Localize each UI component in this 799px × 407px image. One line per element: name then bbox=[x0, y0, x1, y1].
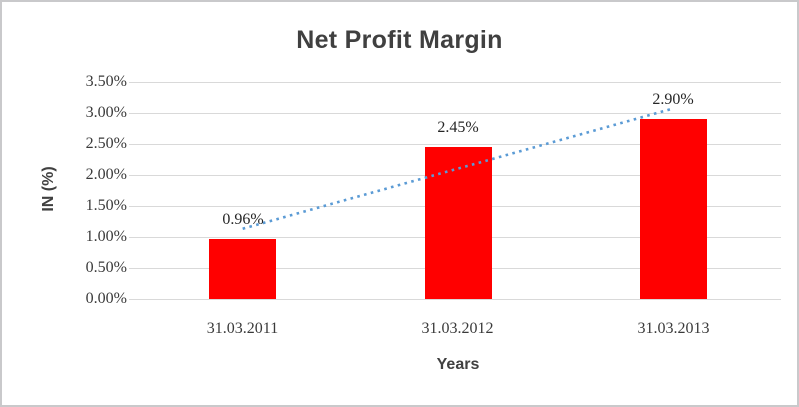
y-tick-label: 0.00% bbox=[85, 290, 127, 307]
x-tick-label: 31.03.2012 bbox=[421, 320, 494, 337]
x-tick-label: 31.03.2011 bbox=[206, 320, 279, 337]
y-tick-label: 3.50% bbox=[85, 73, 127, 90]
y-tick-label: 2.50% bbox=[85, 135, 127, 152]
bar-data-label: 2.90% bbox=[652, 91, 694, 108]
plot-area bbox=[129, 82, 781, 300]
gridline bbox=[129, 82, 781, 83]
bar-31.03.2011 bbox=[209, 239, 276, 299]
x-axis-title: Years bbox=[436, 356, 480, 373]
y-tick-label: 0.50% bbox=[85, 259, 127, 276]
x-tick-label: 31.03.2013 bbox=[637, 320, 710, 337]
bar-31.03.2013 bbox=[640, 119, 707, 299]
gridline bbox=[129, 113, 781, 114]
y-tick-label: 2.00% bbox=[85, 166, 127, 183]
bar-data-label: 0.96% bbox=[222, 211, 264, 228]
chart-title: Net Profit Margin bbox=[296, 26, 503, 54]
y-tick-label: 3.00% bbox=[85, 104, 127, 121]
y-tick-label: 1.50% bbox=[85, 197, 127, 214]
bar-data-label: 2.45% bbox=[437, 119, 479, 136]
gridline bbox=[129, 299, 781, 300]
bar-31.03.2012 bbox=[425, 147, 492, 299]
y-tick-label: 1.00% bbox=[85, 228, 127, 245]
